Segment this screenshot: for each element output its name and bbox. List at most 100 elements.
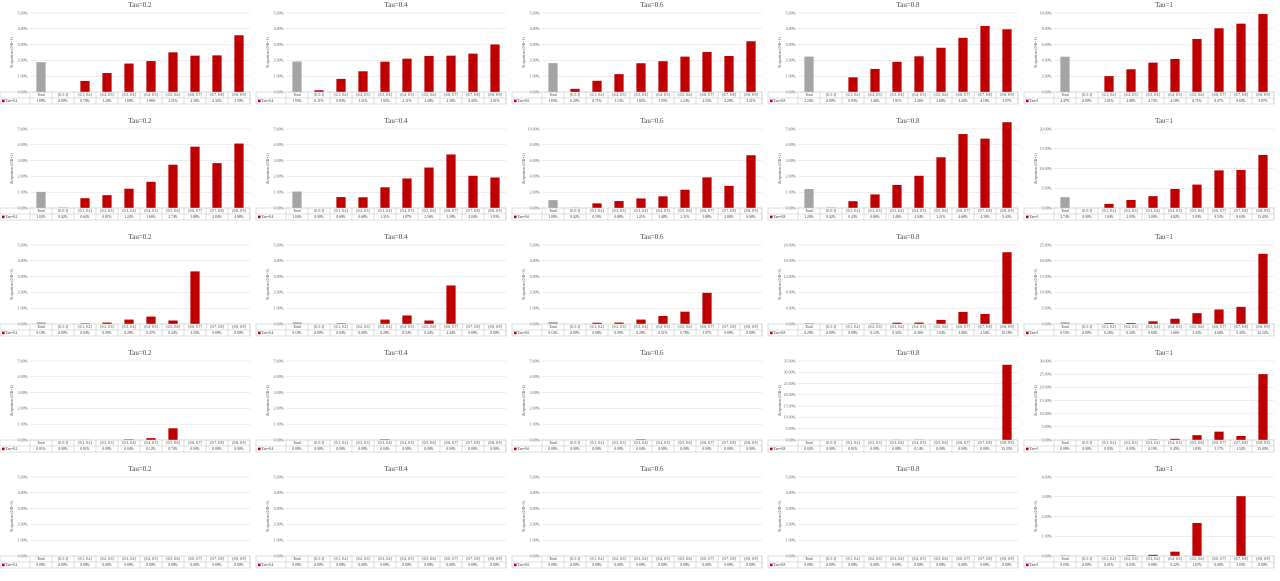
bar bbox=[936, 319, 946, 324]
data-label: 1.93% bbox=[292, 99, 301, 103]
x-tick-label: (0.5, 0.6] bbox=[678, 325, 691, 330]
x-tick-label: Total bbox=[805, 441, 812, 445]
data-label: 4.39% bbox=[980, 215, 989, 219]
x-tick-label: (0.4, 0.5] bbox=[912, 441, 925, 446]
x-tick-label: (0.1, 0.2] bbox=[1102, 209, 1115, 214]
data-label: 0.00% bbox=[402, 563, 411, 567]
x-tick-label: (0.8, 0.9] bbox=[744, 209, 757, 214]
x-tick-label: Total bbox=[549, 441, 556, 445]
data-label: 0.00% bbox=[804, 563, 813, 567]
bar bbox=[1236, 306, 1246, 324]
data-label: 2.28% bbox=[424, 99, 433, 103]
legend-label: Tau=0.4 bbox=[262, 331, 274, 335]
x-tick-label: (0, 0.1] bbox=[314, 557, 324, 562]
bar bbox=[446, 285, 456, 324]
x-tick-label: (0.1, 0.2] bbox=[846, 325, 859, 330]
data-label: 0.00% bbox=[402, 447, 411, 451]
x-tick-label: Total bbox=[1061, 557, 1068, 561]
y-axis-label: Proportion (OB=3) bbox=[1033, 269, 1038, 300]
x-tick-label: (0, 0.1] bbox=[826, 557, 836, 562]
x-tick-label: (0.3, 0.4] bbox=[1146, 557, 1159, 562]
data-label: 3.01% bbox=[490, 99, 499, 103]
x-tick-label: (0, 0.1] bbox=[1082, 441, 1092, 446]
bar bbox=[1214, 431, 1224, 440]
x-tick-label: (0.5, 0.6] bbox=[678, 557, 691, 562]
x-tick-label: (0.4, 0.5] bbox=[656, 441, 669, 446]
data-label: 0.04% bbox=[124, 447, 133, 451]
bar-chart: Tau=0.4 Proportion (OB=4) 0.00% 1.00% 2.00% 3… bbox=[255, 349, 507, 453]
y-tick-label: 20.00% bbox=[784, 392, 797, 397]
data-label: 8.65% bbox=[1236, 99, 1245, 103]
data-label: 0.00% bbox=[702, 447, 711, 451]
data-label: 1.91% bbox=[892, 99, 901, 103]
bar bbox=[1258, 253, 1268, 324]
data-label: 0.01% bbox=[80, 447, 89, 451]
bar bbox=[1258, 14, 1268, 92]
data-label: 0.00% bbox=[570, 447, 579, 451]
legend-label: Tau=0.2 bbox=[6, 331, 18, 335]
y-tick-label: 3.00% bbox=[1042, 494, 1053, 499]
data-label: 1.95% bbox=[658, 99, 667, 103]
bar bbox=[980, 138, 990, 208]
x-tick-label: (0.8, 0.9] bbox=[232, 209, 245, 214]
data-label: 1.46% bbox=[870, 99, 879, 103]
data-label: 0.02% bbox=[570, 215, 579, 219]
y-tick-label: 20.00% bbox=[784, 242, 797, 247]
data-label: 0.00% bbox=[358, 563, 367, 567]
data-label: 0.00% bbox=[826, 447, 835, 451]
bar bbox=[892, 61, 902, 92]
data-label: 0.00% bbox=[468, 447, 477, 451]
data-label: 2.30% bbox=[446, 99, 455, 103]
data-label: 0.00% bbox=[958, 447, 967, 451]
x-tick-label: (0, 0.1] bbox=[826, 93, 836, 98]
bar bbox=[870, 194, 880, 208]
x-tick-label: (0.1, 0.2] bbox=[334, 557, 347, 562]
y-tick-label: 30.00% bbox=[1040, 358, 1053, 363]
data-label: 0.00% bbox=[1082, 99, 1091, 103]
legend-label: Tau=1 bbox=[1030, 215, 1039, 219]
bar bbox=[212, 55, 222, 92]
legend-label: Tau=0.8 bbox=[774, 563, 786, 567]
y-tick-label: 1.00% bbox=[274, 422, 285, 427]
legend-swatch bbox=[258, 99, 261, 103]
bar bbox=[190, 271, 200, 324]
y-tick-label: 2.00% bbox=[530, 290, 541, 295]
y-axis-label: Proportion (OB=4) bbox=[777, 385, 782, 416]
data-label: 2.88% bbox=[1126, 99, 1135, 103]
bar-total bbox=[36, 322, 46, 324]
legend-label: Tau=0.6 bbox=[518, 563, 530, 567]
data-label: 0.03% bbox=[1126, 447, 1135, 451]
data-label: 0.00% bbox=[212, 331, 221, 335]
data-label: 4.47% bbox=[1060, 99, 1069, 103]
y-tick-label: 3.00% bbox=[274, 42, 285, 47]
x-tick-label: Total bbox=[37, 441, 44, 445]
legend-label: Tau=0.8 bbox=[774, 331, 786, 335]
x-tick-label: (0, 0.1] bbox=[570, 209, 580, 214]
y-tick-label: 1.00% bbox=[18, 538, 29, 543]
bar bbox=[592, 203, 602, 208]
x-tick-label: (0.7, 0.8] bbox=[210, 93, 223, 98]
x-tick-label: (0.1, 0.2] bbox=[590, 93, 603, 98]
data-label: 4.08% bbox=[234, 215, 243, 219]
bar-chart: Tau=0.2 Proportion (OB=1) 0.00% 1.00% 2.00% 3… bbox=[0, 1, 251, 105]
y-tick-label: 2.00% bbox=[786, 58, 797, 63]
y-tick-label: 3.00% bbox=[530, 506, 541, 511]
bar bbox=[658, 61, 668, 92]
x-tick-label: (0.6, 0.7] bbox=[700, 557, 713, 562]
data-label: 0.00% bbox=[746, 563, 755, 567]
bar bbox=[168, 164, 178, 208]
bar bbox=[1192, 184, 1202, 208]
y-tick-label: 2.00% bbox=[274, 290, 285, 295]
x-tick-label: (0.1, 0.2] bbox=[78, 93, 91, 98]
x-tick-label: (0.7, 0.8] bbox=[722, 441, 735, 446]
data-label: 0.00% bbox=[826, 563, 835, 567]
data-label: 0.00% bbox=[314, 215, 323, 219]
x-tick-label: (0.3, 0.4] bbox=[890, 209, 903, 214]
bar-chart: Tau=1 Proportion (OB=3) 0.00% 5.00% 10.00% 15… bbox=[1023, 233, 1275, 337]
data-label: 3.97% bbox=[1002, 99, 1011, 103]
x-tick-label: (0.2, 0.3] bbox=[100, 325, 113, 330]
data-label: 1.93% bbox=[490, 215, 499, 219]
data-label: 3.43% bbox=[1192, 331, 1201, 335]
data-label: 1.22% bbox=[124, 215, 133, 219]
x-tick-label: Total bbox=[293, 209, 300, 213]
